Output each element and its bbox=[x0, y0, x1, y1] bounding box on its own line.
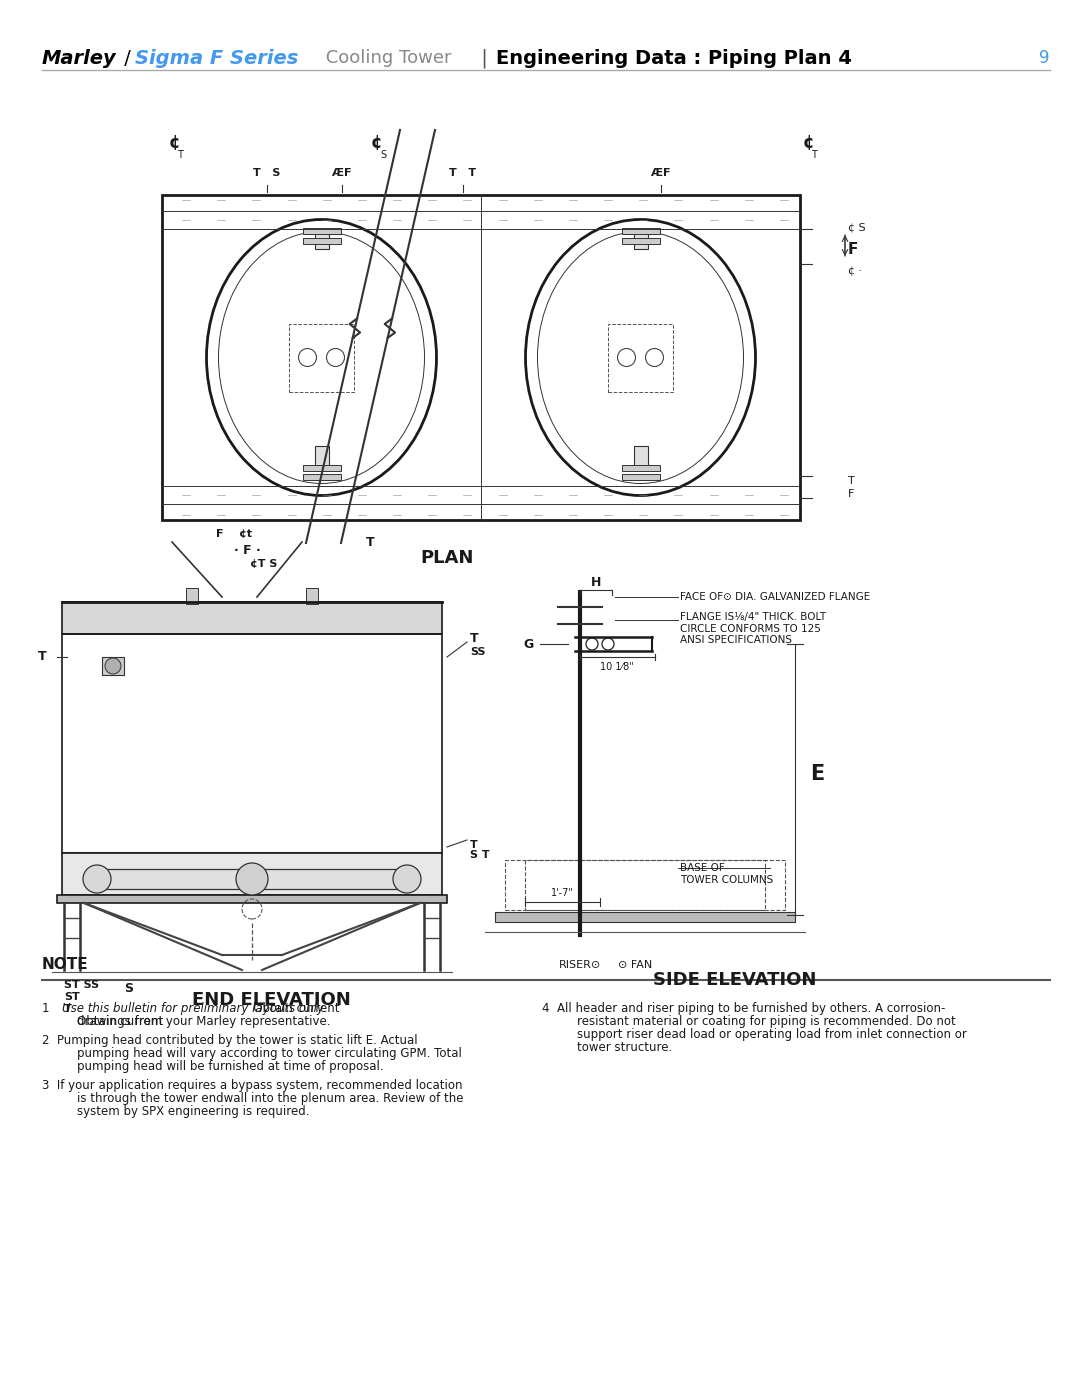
Text: E: E bbox=[810, 764, 824, 784]
Text: support riser dead load or operating load from inlet connection or: support riser dead load or operating loa… bbox=[562, 1028, 967, 1041]
Text: ¢: ¢ bbox=[370, 134, 382, 152]
Text: ¢: ¢ bbox=[168, 134, 179, 152]
Bar bbox=[634, 446, 648, 467]
Text: T: T bbox=[64, 1004, 71, 1014]
Text: END ELEVATION: END ELEVATION bbox=[192, 990, 351, 1009]
Text: 1: 1 bbox=[42, 1002, 57, 1016]
Text: Engineering Data : Piping Plan 4: Engineering Data : Piping Plan 4 bbox=[496, 49, 852, 67]
Bar bbox=[57, 895, 447, 902]
Text: Obtain current: Obtain current bbox=[62, 1002, 339, 1016]
Text: SIDE ELEVATION: SIDE ELEVATION bbox=[653, 971, 816, 989]
Bar bbox=[162, 196, 800, 520]
Bar bbox=[314, 446, 328, 467]
Bar bbox=[302, 465, 340, 471]
Text: T: T bbox=[177, 149, 183, 161]
Text: PLAN: PLAN bbox=[420, 549, 473, 567]
Circle shape bbox=[237, 863, 268, 895]
Bar bbox=[302, 237, 340, 244]
Text: S: S bbox=[124, 982, 133, 995]
Text: F: F bbox=[848, 242, 859, 257]
Text: ¢T S: ¢T S bbox=[251, 559, 278, 569]
Text: 3  If your application requires a bypass system, recommended location: 3 If your application requires a bypass … bbox=[42, 1078, 462, 1092]
Text: 4  All header and riser piping to be furnished by others. A corrosion-: 4 All header and riser piping to be furn… bbox=[542, 1002, 945, 1016]
Circle shape bbox=[105, 658, 121, 673]
Text: Marley: Marley bbox=[42, 49, 117, 67]
Text: RISER⊙: RISER⊙ bbox=[558, 960, 602, 970]
Text: ST: ST bbox=[64, 992, 80, 1002]
Text: 10 1⁄8": 10 1⁄8" bbox=[600, 662, 634, 672]
Bar bbox=[495, 912, 795, 922]
Bar bbox=[621, 237, 660, 244]
Bar bbox=[634, 229, 648, 249]
Text: tower structure.: tower structure. bbox=[562, 1041, 672, 1053]
Bar bbox=[314, 229, 328, 249]
Text: system by SPX engineering is required.: system by SPX engineering is required. bbox=[62, 1105, 310, 1118]
Text: F    ¢t: F ¢t bbox=[216, 529, 252, 539]
Text: pumping head will be furnished at time of proposal.: pumping head will be furnished at time o… bbox=[62, 1060, 383, 1073]
Text: T: T bbox=[39, 651, 48, 664]
Bar bbox=[97, 869, 407, 888]
Text: T: T bbox=[848, 476, 854, 486]
Text: /: / bbox=[118, 49, 137, 67]
Text: S: S bbox=[380, 149, 387, 161]
Bar bbox=[62, 602, 442, 634]
Text: 9: 9 bbox=[1039, 49, 1050, 67]
Bar bbox=[62, 854, 442, 895]
Text: ÆF: ÆF bbox=[651, 168, 671, 177]
Bar bbox=[302, 228, 340, 235]
Bar bbox=[621, 474, 660, 481]
Text: SS: SS bbox=[470, 647, 486, 657]
Text: |: | bbox=[475, 49, 495, 67]
Circle shape bbox=[393, 865, 421, 893]
Text: Sigma F Series: Sigma F Series bbox=[135, 49, 298, 67]
Text: ¢ S: ¢ S bbox=[848, 222, 866, 232]
Text: T: T bbox=[366, 536, 375, 549]
Text: T   S: T S bbox=[253, 168, 280, 177]
Bar bbox=[306, 588, 318, 604]
Text: resistant material or coating for piping is recommended. Do not: resistant material or coating for piping… bbox=[562, 1016, 956, 1028]
Bar bbox=[621, 228, 660, 235]
Text: NOTE: NOTE bbox=[42, 957, 89, 972]
Text: G: G bbox=[523, 637, 534, 651]
Text: F: F bbox=[848, 489, 854, 499]
Text: ¢: ¢ bbox=[802, 134, 813, 152]
Text: ST SS: ST SS bbox=[64, 981, 99, 990]
Text: drawings from your Marley representative.: drawings from your Marley representative… bbox=[62, 1016, 330, 1028]
Text: T: T bbox=[811, 149, 816, 161]
Circle shape bbox=[83, 865, 111, 893]
Bar bbox=[505, 861, 785, 909]
Bar bbox=[621, 465, 660, 471]
Text: ¢ ·: ¢ · bbox=[848, 265, 862, 277]
Bar bbox=[302, 474, 340, 481]
Text: Obtain current: Obtain current bbox=[62, 1016, 163, 1028]
Text: pumping head will vary according to tower circulating GPM. Total: pumping head will vary according to towe… bbox=[62, 1046, 462, 1060]
Bar bbox=[289, 324, 354, 391]
Text: · F ·: · F · bbox=[233, 543, 260, 556]
Text: 2  Pumping head contributed by the tower is static lift E. Actual: 2 Pumping head contributed by the tower … bbox=[42, 1034, 418, 1046]
Text: S T: S T bbox=[470, 849, 489, 861]
Text: BASE OF
TOWER COLUMNS: BASE OF TOWER COLUMNS bbox=[680, 863, 773, 884]
Bar bbox=[525, 861, 765, 909]
Text: T   T: T T bbox=[449, 168, 476, 177]
Text: FACE OF⊙ DIA. GALVANIZED FLANGE: FACE OF⊙ DIA. GALVANIZED FLANGE bbox=[680, 592, 870, 602]
Text: is through the tower endwall into the plenum area. Review of the: is through the tower endwall into the pl… bbox=[62, 1092, 463, 1105]
Text: T: T bbox=[470, 840, 477, 849]
Bar bbox=[608, 324, 673, 391]
Text: FLANGE IS⅛/4" THICK. BOLT
CIRCLE CONFORMS TO 125
ANSI SPECIFICATIONS: FLANGE IS⅛/4" THICK. BOLT CIRCLE CONFORM… bbox=[680, 612, 826, 645]
Text: 1'-7": 1'-7" bbox=[551, 888, 573, 898]
Text: Cooling Tower: Cooling Tower bbox=[320, 49, 451, 67]
Bar bbox=[102, 657, 124, 675]
Text: ÆF: ÆF bbox=[332, 168, 351, 177]
Text: T: T bbox=[470, 633, 478, 645]
Text: ⊙ FAN: ⊙ FAN bbox=[618, 960, 652, 970]
Text: H: H bbox=[591, 576, 602, 588]
Bar bbox=[186, 588, 198, 604]
Bar bbox=[62, 634, 442, 854]
Text: Use this bulletin for preliminary layouts only.: Use this bulletin for preliminary layout… bbox=[62, 1002, 327, 1016]
